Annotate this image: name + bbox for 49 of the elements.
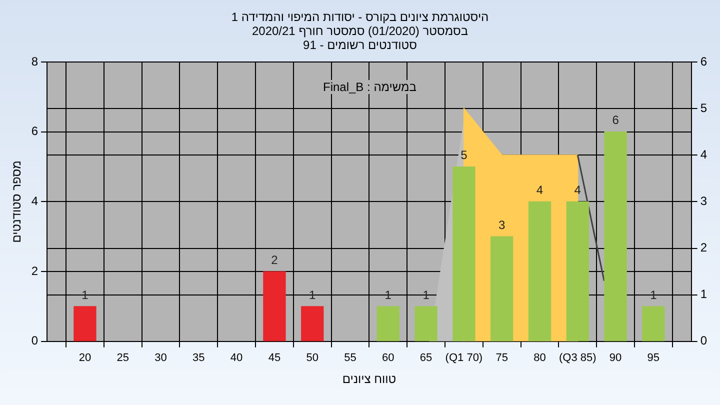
x-tick-label: 80 <box>534 352 546 364</box>
y2-tick-label: 6 <box>700 54 708 68</box>
x-tick-label: 60 <box>382 352 394 364</box>
y-tick-label: 6 <box>31 124 38 138</box>
x-tick-label: 20 <box>78 352 92 364</box>
bar <box>642 306 665 342</box>
bar <box>604 132 627 342</box>
y-axis-title: מספר סטודנטים <box>10 160 24 243</box>
bar <box>301 306 324 342</box>
data-label: 4 <box>536 183 544 198</box>
x-tick-label: 40 <box>230 352 243 364</box>
x-tick-label: 75 <box>496 352 508 364</box>
x-tick-label: 30 <box>154 352 167 364</box>
bar <box>263 271 286 342</box>
y2-tick-label: 1 <box>700 287 708 302</box>
y2-tick-label: 4 <box>700 147 708 162</box>
data-label: 3 <box>498 218 506 232</box>
chart-subtitle: בסמסטר (01/2020) סמסטר חורף 2020/21 סטודנטים רשומים - 91 <box>250 24 470 52</box>
x-tick-label: 90 <box>609 352 622 364</box>
x-tick-label: 35 <box>192 352 205 364</box>
bar <box>566 201 589 342</box>
y2-tick-label: 0 <box>700 334 708 348</box>
y-tick-label: 0 <box>31 334 38 348</box>
bar <box>74 306 96 342</box>
x-tick-label: 55 <box>344 352 356 364</box>
x-tick-label: 25 <box>116 352 129 364</box>
x-tick-label: (Q1 70) <box>445 352 483 364</box>
x-tick-label: 45 <box>268 352 281 364</box>
y2-tick-label: 3 <box>700 194 708 208</box>
annotation: במשימה : Final_B <box>320 80 420 94</box>
x-tick-label: (Q3 85) <box>558 352 596 364</box>
x-tick-label: 50 <box>306 352 318 364</box>
y-tick-label: 4 <box>31 194 38 208</box>
x-tick-label: 95 <box>647 352 660 364</box>
data-label: 5 <box>460 148 468 162</box>
x-axis-title: טווח ציונים <box>342 372 396 386</box>
bar <box>528 201 552 342</box>
x-tick-label: 65 <box>420 352 432 364</box>
chart-title: היסטוגרמת ציונים בקורס - יסודות המיפוי והמדידה 1 <box>230 10 490 24</box>
data-label: 4 <box>574 183 582 198</box>
y2-tick-label: 5 <box>700 100 708 115</box>
bar <box>414 306 438 342</box>
data-label: 2 <box>271 252 278 267</box>
y-tick-label: 8 <box>31 54 38 68</box>
bar <box>490 236 514 342</box>
y2-tick-label: 2 <box>700 240 708 255</box>
bar <box>376 306 400 342</box>
data-label: 6 <box>612 113 620 128</box>
y-tick-label: 2 <box>31 264 38 278</box>
